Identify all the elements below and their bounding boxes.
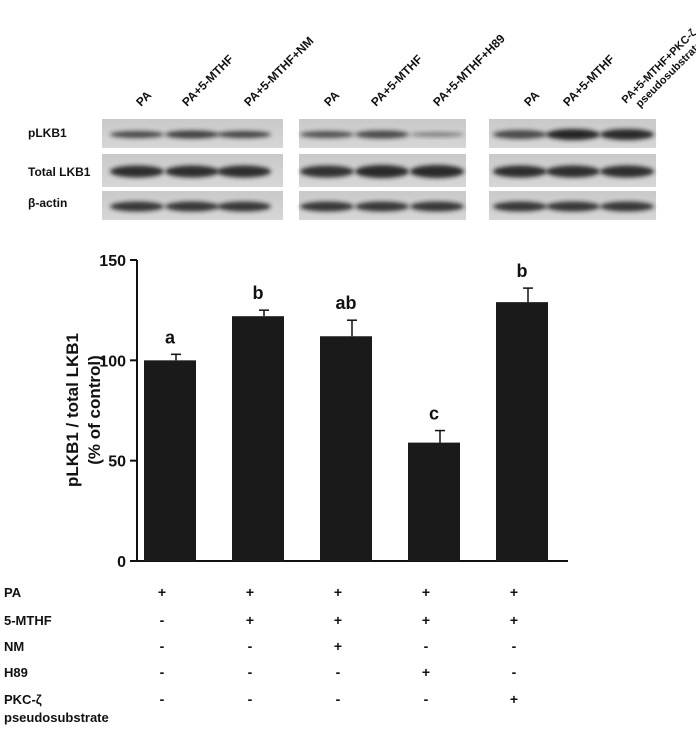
y-tick-label: 150 <box>99 253 126 270</box>
blot-band <box>410 201 464 212</box>
lane-label-p3-l1: PA <box>521 88 542 109</box>
treatment-sign: + <box>246 612 254 628</box>
lane-label-p2-l3: PA+5-MTHF+H89 <box>430 31 508 109</box>
treatment-sign: - <box>160 638 165 654</box>
blot-band <box>300 131 354 138</box>
significance-label: b <box>253 283 264 303</box>
blot-band <box>600 165 654 178</box>
bar <box>232 316 284 561</box>
treatment-sign: + <box>510 584 518 600</box>
blot-band <box>165 201 219 212</box>
bar <box>408 442 460 561</box>
treatment-sign: - <box>248 691 253 707</box>
treatment-name-pseudosubstrate: pseudosubstrate <box>4 710 109 725</box>
treatment-name-pkc: PKC-ζ <box>4 692 42 707</box>
blot-band <box>493 165 547 178</box>
western-blot: PA PA+5-MTHF PA+5-MTHF+NM PA PA+5-MTHF P… <box>28 27 696 220</box>
blot-band <box>546 165 600 178</box>
y-axis-label-line2: (% of control) <box>85 355 104 465</box>
blot-band <box>110 201 164 212</box>
blot-band <box>493 201 547 212</box>
treatment-name-5mthf: 5-MTHF <box>4 613 52 628</box>
treatment-name-nm: NM <box>4 639 24 654</box>
treatment-sign: - <box>160 691 165 707</box>
significance-label: b <box>517 261 528 281</box>
treatment-sign: + <box>334 584 342 600</box>
blot-band <box>493 130 547 139</box>
blot-band <box>355 130 409 139</box>
blot-band <box>546 129 600 140</box>
y-tick-label: 50 <box>108 454 126 471</box>
treatment-sign: - <box>512 638 517 654</box>
treatment-sign: + <box>158 584 166 600</box>
treatment-sign: + <box>334 612 342 628</box>
row-label-plkb1: pLKB1 <box>28 126 67 140</box>
blot-band <box>355 201 409 212</box>
blot-bands <box>110 129 654 212</box>
lane-label-p1-l3: PA+5-MTHF+NM <box>241 34 316 109</box>
treatment-sign: - <box>248 638 253 654</box>
treatment-sign: + <box>422 612 430 628</box>
row-label-total-lkb1: Total LKB1 <box>28 165 91 179</box>
treatment-sign: + <box>334 638 342 654</box>
lane-label-p2-l1: PA <box>321 88 342 109</box>
bar <box>496 302 548 561</box>
blot-band <box>300 201 354 212</box>
treatment-sign: - <box>424 638 429 654</box>
blot-band <box>165 165 219 178</box>
blot-band <box>300 165 354 178</box>
treatment-sign: - <box>160 664 165 680</box>
bar-chart: pLKB1 / total LKB1 (% of control) 0 50 100… <box>63 253 568 571</box>
treatment-sign: - <box>512 664 517 680</box>
row-label-beta-actin: β-actin <box>28 196 67 210</box>
treatment-name-h89: H89 <box>4 665 28 680</box>
treatment-sign: + <box>246 584 254 600</box>
treatment-sign: - <box>160 612 165 628</box>
treatment-signs: + + + + + - + + + + - - + - - - - - + - - - - - + <box>158 584 518 707</box>
y-axis-label-line1: pLKB1 / total LKB1 <box>63 333 82 487</box>
treatment-sign: - <box>336 691 341 707</box>
significance-label: a <box>165 327 176 347</box>
lane-labels: PA PA+5-MTHF PA+5-MTHF+NM PA PA+5-MTHF P… <box>133 27 696 110</box>
blot-band <box>217 201 271 212</box>
blot-band <box>546 201 600 212</box>
treatment-name-pa: PA <box>4 585 22 600</box>
treatment-sign: + <box>422 664 430 680</box>
blot-band <box>110 131 164 138</box>
significance-label: ab <box>335 293 356 313</box>
blot-band <box>410 165 464 178</box>
treatment-table: PA 5-MTHF NM H89 PKC-ζ pseudosubstrate +… <box>4 584 518 725</box>
bar <box>320 336 372 561</box>
y-tick-label: 0 <box>117 554 126 571</box>
blot-band <box>217 165 271 178</box>
lane-label-p2-l2: PA+5-MTHF <box>368 52 425 109</box>
treatment-sign: + <box>510 612 518 628</box>
blot-band <box>165 130 219 139</box>
treatment-sign: - <box>248 664 253 680</box>
significance-label: c <box>429 404 439 424</box>
y-tick-label: 100 <box>99 353 126 370</box>
blot-band <box>110 165 164 178</box>
lane-label-p1-l1: PA <box>133 88 154 109</box>
lane-label-p1-l2: PA+5-MTHF <box>179 52 236 109</box>
blot-band <box>600 201 654 212</box>
blot-band <box>410 132 464 137</box>
blot-band <box>600 129 654 140</box>
treatment-sign: - <box>336 664 341 680</box>
treatment-sign: + <box>422 584 430 600</box>
blot-band <box>355 165 409 178</box>
blot-band <box>217 131 271 138</box>
lane-label-p3-l2: PA+5-MTHF <box>560 52 617 109</box>
bar <box>144 360 196 561</box>
treatment-sign: - <box>424 691 429 707</box>
treatment-sign: + <box>510 691 518 707</box>
